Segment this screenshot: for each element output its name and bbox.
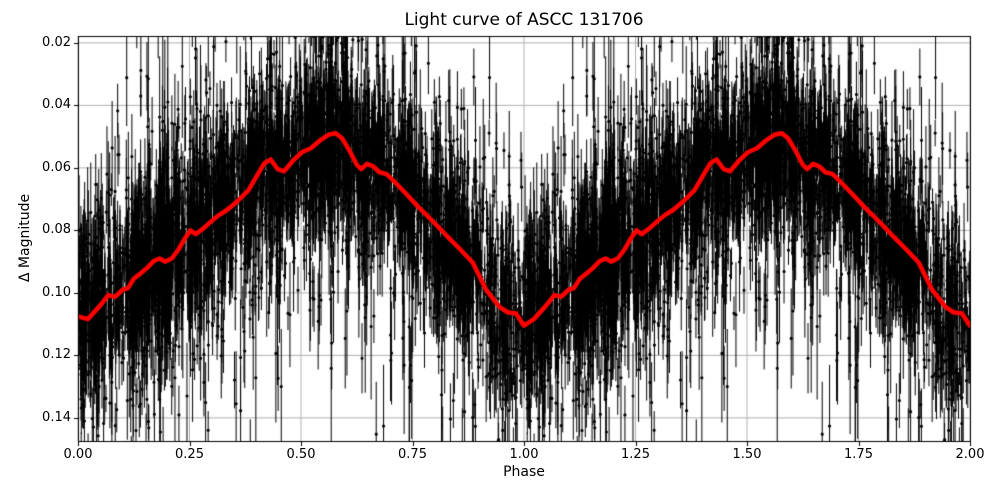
y-axis-label: Δ Magnitude <box>17 193 33 283</box>
chart-title: Light curve of ASCC 131706 <box>404 10 644 30</box>
x-axis-label: Phase <box>503 464 545 480</box>
